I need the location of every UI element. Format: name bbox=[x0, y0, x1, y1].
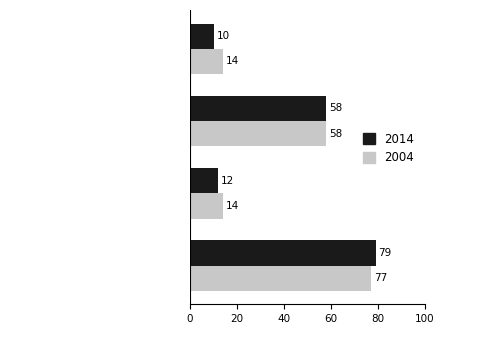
Bar bbox=[190, 121, 326, 146]
Bar bbox=[190, 49, 223, 74]
Legend: 2014, 2004: 2014, 2004 bbox=[358, 128, 419, 169]
Text: 14: 14 bbox=[226, 201, 239, 211]
Text: 58: 58 bbox=[329, 103, 342, 114]
Bar bbox=[190, 168, 218, 193]
Bar bbox=[190, 240, 376, 266]
Text: 58: 58 bbox=[329, 129, 342, 139]
Bar bbox=[190, 96, 326, 121]
Bar bbox=[190, 266, 371, 291]
Text: 10: 10 bbox=[216, 31, 230, 41]
Bar bbox=[190, 24, 214, 49]
Text: 14: 14 bbox=[226, 56, 239, 67]
Text: 77: 77 bbox=[374, 273, 387, 283]
Bar bbox=[190, 193, 223, 219]
Text: 79: 79 bbox=[378, 248, 392, 258]
Text: 12: 12 bbox=[221, 176, 234, 186]
